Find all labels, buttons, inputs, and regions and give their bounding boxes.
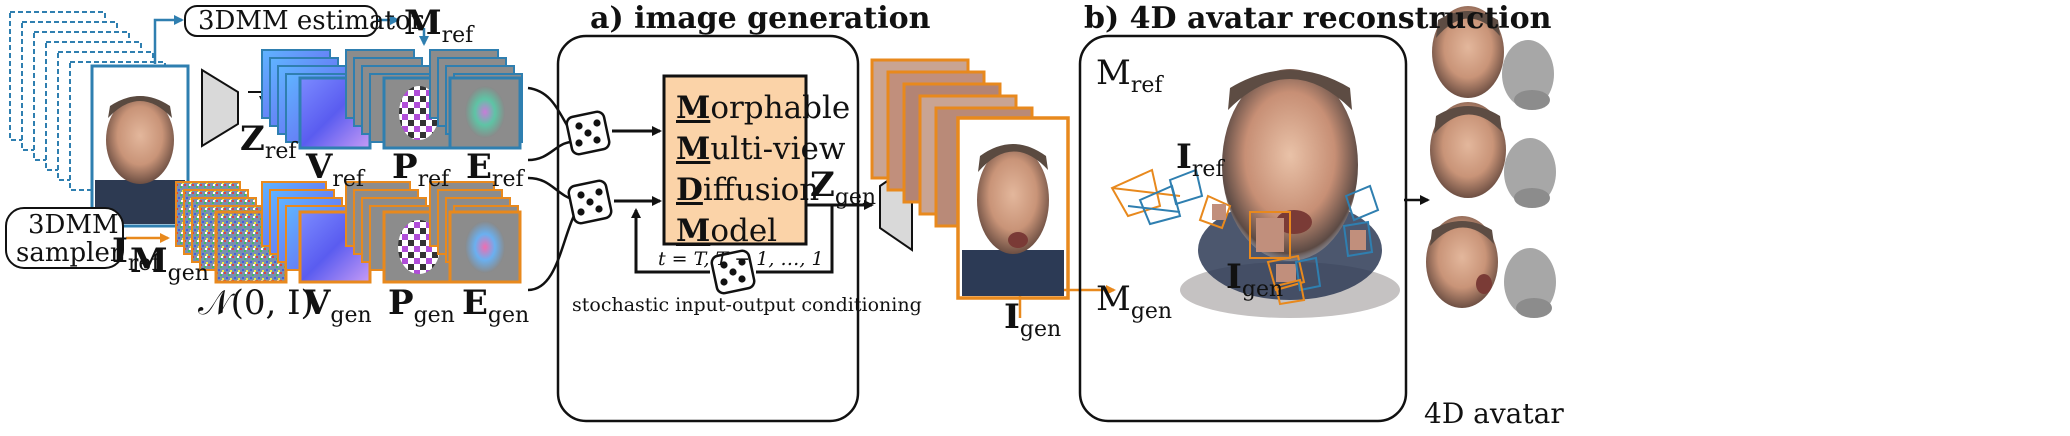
- ref-connector-bottom: [527, 140, 577, 162]
- timesteps-label: t = T, T − 1, …, 1: [658, 248, 824, 270]
- to-estimator-arrow: [153, 15, 184, 64]
- v-ref-symbol: Vref: [306, 147, 365, 192]
- i-gen-symbol: Igen: [1004, 297, 1062, 342]
- z-ref-symbol: Zref: [240, 119, 297, 164]
- v-gen-stack: [261, 181, 372, 284]
- model-line-3: Diffusion: [676, 172, 820, 208]
- m-gen-symbol: Mgen: [130, 241, 209, 286]
- m-ref-symbol: Mref: [404, 3, 474, 48]
- p-gen-symbol: Pgen: [388, 283, 455, 328]
- p-ref-symbol: Pref: [392, 147, 450, 192]
- z-gen-symbol: Zgen: [810, 165, 877, 210]
- reference-image-stack: [9, 11, 190, 228]
- recon-m-gen-symbol: Mgen: [1096, 279, 1173, 324]
- recon-i-gen-symbol: Igen: [1226, 257, 1284, 302]
- v-gen-symbol: Vgen: [304, 283, 372, 328]
- model-line-4: Model: [676, 213, 778, 249]
- model-box: [662, 74, 808, 246]
- recon-i-ref-symbol: Iref: [1176, 137, 1224, 182]
- output-label: 4D avatar: [1424, 397, 1564, 430]
- e-ref-symbol: Eref: [466, 147, 524, 192]
- camera-frusta: [1110, 168, 1380, 306]
- model-line-1: Morphable: [676, 90, 851, 126]
- reconstruction-panel: [1078, 34, 1408, 423]
- sampler-label-line1: 3DMM: [28, 210, 119, 240]
- estimator-label: 3DMM estimator: [198, 6, 424, 36]
- section-title-avatar-reconstruction: b) 4D avatar reconstruction: [1084, 1, 1552, 36]
- e-gen-stack: [429, 181, 522, 284]
- sampler-label-line2: sampler: [16, 238, 123, 268]
- e-ref-stack: [429, 49, 523, 150]
- recon-m-ref-symbol: Mref: [1096, 53, 1163, 98]
- noise-symbol: 𝒩(0, I): [198, 283, 314, 323]
- v-ref-stack: [261, 49, 372, 150]
- dice-icon-ref: [564, 109, 612, 157]
- i-ref-symbol: Iref: [112, 231, 160, 276]
- encoder-icon: [201, 68, 239, 148]
- section-title-image-generation: a) image generation: [590, 1, 931, 36]
- model-name: Morphable Multi-view Diffusion Model: [676, 88, 850, 252]
- e-gen-symbol: Egen: [462, 283, 530, 328]
- model-line-2: Multi-view: [676, 131, 846, 167]
- gen-connector-bottom: [527, 204, 582, 292]
- sampler-box: [5, 207, 124, 269]
- estimator-box: [184, 5, 378, 37]
- image-generation-panel: [556, 34, 860, 423]
- conditioning-caption: stochastic input-output conditioning: [572, 294, 922, 316]
- avatar-views: [1426, 6, 1556, 318]
- dice-icon-gen: [566, 178, 614, 226]
- feedback-line-left: [631, 208, 710, 274]
- generated-image-stack: [870, 58, 1070, 300]
- noise-stack: [175, 181, 288, 284]
